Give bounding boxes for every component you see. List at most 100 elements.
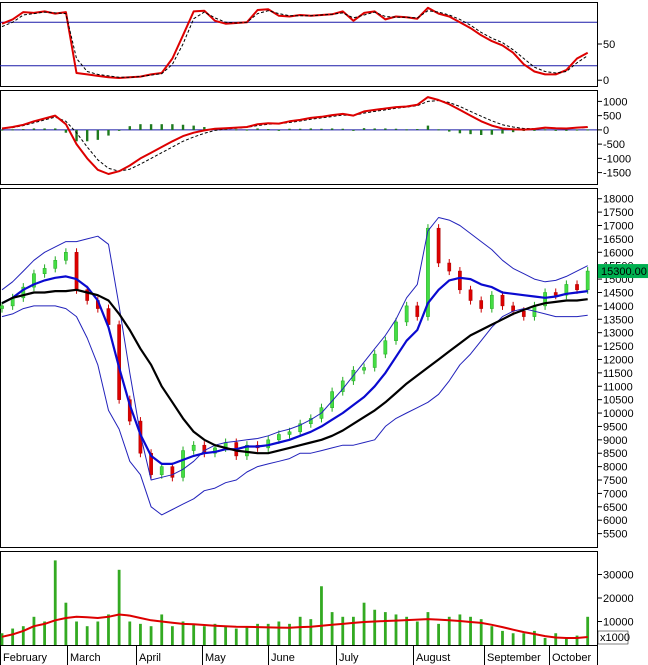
macd-histogram-bar: [54, 128, 57, 130]
macd-histogram-bar: [533, 129, 536, 131]
macd-histogram-bar: [352, 129, 355, 131]
macd-histogram-bar: [85, 129, 89, 142]
y-tick-label: 0: [603, 75, 609, 87]
candle-down: [553, 292, 558, 296]
volume-bar: [320, 586, 323, 645]
x-tick-label: February: [3, 652, 48, 664]
macd-histogram-bar: [309, 128, 313, 130]
candle-up: [181, 450, 185, 478]
volume-bar: [383, 612, 387, 645]
volume-bar: [341, 616, 345, 645]
volume-bar: [490, 626, 494, 645]
volume-bar: [277, 621, 281, 645]
macd-histogram-bar: [426, 125, 430, 130]
macd-histogram-bar: [117, 129, 121, 131]
volume-bar: [32, 616, 36, 645]
macd-histogram-bar: [458, 129, 462, 134]
candle-up: [277, 434, 281, 441]
last-price-label: 15300.00: [601, 266, 647, 278]
volume-bar: [330, 612, 334, 645]
macd-histogram-bar: [298, 128, 302, 130]
y-tick-label: -1000: [603, 153, 631, 165]
macd-signal-line: [1, 100, 588, 172]
volume-unit-box: [597, 630, 629, 645]
x-tick-label: July: [339, 652, 359, 664]
y-tick-label: 17500: [603, 207, 634, 219]
stochastic-k-line: [1, 6, 589, 79]
macd-histogram-bar: [469, 129, 472, 135]
y-tick-label: 16000: [603, 247, 634, 259]
price-frame: [0, 188, 598, 548]
candle-down: [500, 294, 505, 307]
volume-bar: [586, 616, 590, 645]
volume-bar: [405, 616, 409, 645]
x-tick-label: August: [416, 652, 450, 664]
candle-down: [479, 300, 484, 309]
candle-up: [489, 294, 494, 309]
volume-bar: [437, 623, 440, 645]
volume-bar: [447, 616, 451, 645]
macd-histogram-bar: [235, 129, 238, 131]
macd-histogram-bar: [203, 127, 206, 130]
volume-bar: [202, 626, 206, 645]
macd-histogram-bar: [448, 129, 451, 132]
macd-histogram-bar: [43, 128, 46, 130]
y-tick-label: 13000: [603, 328, 634, 340]
volume-bar: [224, 626, 228, 645]
candle-down: [74, 252, 79, 291]
y-tick-label: 14000: [603, 301, 634, 313]
volume-bar: [256, 623, 259, 645]
volume-bar: [373, 609, 377, 645]
volume-bar: [245, 626, 249, 645]
macd-histogram-bar: [416, 129, 419, 131]
macd-histogram-bar: [384, 128, 387, 130]
candle-down: [468, 289, 473, 301]
y-tick-label: 500: [603, 111, 621, 123]
candle-up: [362, 367, 366, 371]
volume-bar: [469, 616, 472, 645]
candle-up: [585, 270, 590, 291]
macd-histogram-bar: [181, 124, 185, 130]
candle-up: [42, 268, 47, 274]
volume-bar: [533, 630, 536, 645]
macd-histogram-bar: [192, 125, 195, 130]
y-tick-label: 13500: [603, 314, 634, 326]
macd-histogram-bar: [362, 128, 366, 130]
y-tick-label: 6000: [603, 515, 627, 527]
macd-histogram-bar: [32, 128, 36, 130]
y-tick-label: 9500: [603, 421, 627, 433]
moving-average-20-line: [1, 275, 588, 465]
candle-down: [415, 305, 420, 317]
candle-up: [426, 227, 430, 317]
y-tick-label: 11500: [603, 368, 633, 380]
candle-up: [287, 431, 292, 435]
volume-bar: [64, 602, 68, 645]
macd-histogram-bar: [490, 129, 494, 135]
macd-histogram-bar: [160, 124, 163, 130]
bollinger-upper-band: [1, 217, 588, 481]
candle-down: [575, 284, 579, 291]
candle-up: [245, 444, 249, 457]
macd-histogram-bar: [139, 124, 142, 130]
y-tick-label: 16500: [603, 234, 634, 246]
macd-histogram-bar: [405, 129, 408, 131]
candle-down: [436, 227, 441, 264]
macd-histogram-bar: [554, 129, 557, 131]
volume-bar: [149, 626, 153, 645]
volume-bar: [309, 619, 313, 645]
last-price-tag: [598, 264, 648, 279]
x-tick-label: March: [70, 652, 101, 664]
x-tick-label: May: [205, 652, 226, 664]
macd-histogram-bar: [565, 129, 568, 131]
y-tick-label: 7000: [603, 488, 627, 500]
candle-down: [447, 262, 452, 272]
y-tick-label: 20000: [603, 593, 634, 605]
y-tick-label: 14500: [603, 287, 634, 299]
volume-unit-label: x1000: [600, 632, 630, 644]
stochastic-panel: 0 50: [0, 2, 615, 87]
y-tick-label: 0: [603, 125, 609, 137]
candle-up: [298, 423, 303, 433]
macd-histogram-bar: [0, 129, 4, 131]
macd-histogram-bar: [501, 129, 504, 134]
